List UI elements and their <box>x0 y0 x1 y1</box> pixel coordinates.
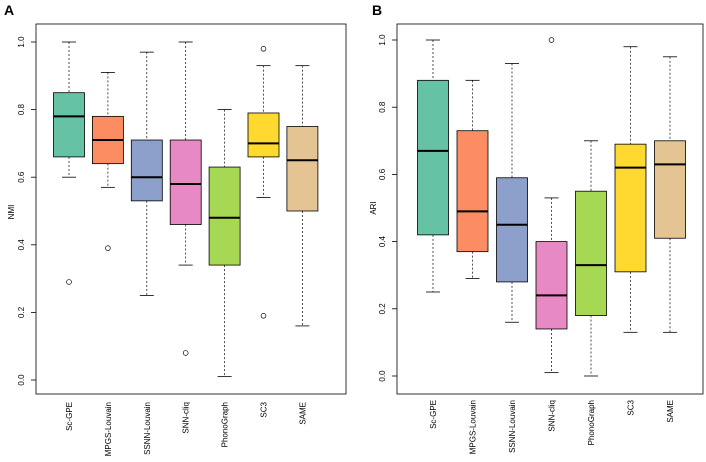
y-tick-label-a-0: 0.0 <box>17 374 26 386</box>
box-body <box>496 177 528 283</box>
category-label-b-5: SC3 <box>627 399 636 415</box>
box-b-3 <box>535 37 568 374</box>
box-b-2 <box>496 63 528 323</box>
box-body <box>575 190 607 316</box>
box-body <box>614 143 647 273</box>
box-body <box>53 92 85 158</box>
box-body <box>247 112 280 158</box>
category-label-a-5: SC3 <box>260 401 269 417</box>
outlier-point-0 <box>105 245 111 251</box>
y-tick-label-a-1: 0.2 <box>17 306 26 318</box>
y-ticks-b: 0.0 0.2 0.4 0.6 0.8 1.0 <box>378 34 397 382</box>
boxes-a <box>53 41 319 378</box>
category-labels-a: Sc-GPE MPGS-Louvain SSNN-Louvain SNN-cliq Ph… <box>65 401 307 456</box>
category-label-b-2: SSNN-Louvain <box>508 400 517 453</box>
outlier-point-1 <box>260 313 267 319</box>
box-body <box>654 140 686 239</box>
outlier-point-0 <box>66 279 72 285</box>
panel-a: A NMI 0.0 0.2 0.4 0.6 0.8 1.0 Sc-GPE MPGS-Louv… <box>4 2 347 456</box>
y-tick-label-b-3: 0.6 <box>378 168 387 180</box>
panel-label-b: B <box>372 2 382 18</box>
y-tick-label-b-4: 0.8 <box>378 101 387 113</box>
outlier-point-0 <box>548 37 555 43</box>
y-tick-label-a-3: 0.6 <box>17 171 26 183</box>
y-ticks-a: 0.0 0.2 0.4 0.6 0.8 1.0 <box>17 36 36 386</box>
box-b-0 <box>417 39 449 293</box>
box-a-4 <box>208 109 241 378</box>
category-label-a-1: MPGS-Louvain <box>104 402 113 456</box>
category-label-b-0: Sc-GPE <box>429 400 438 429</box>
category-label-a-4: PhonoGraph <box>221 402 230 447</box>
panel-b: B ARI 0.0 0.2 0.4 0.6 0.8 1.0 Sc-GPE MPGS-Louv… <box>369 2 704 454</box>
y-axis-label-a: NMI <box>7 205 16 220</box>
panel-label-a: A <box>4 2 14 18</box>
boxes-b <box>417 37 686 377</box>
category-labels-b: Sc-GPE MPGS-Louvain SSNN-Louvain SNN-cliq Ph… <box>429 399 675 454</box>
category-label-b-6: SAME <box>666 400 675 423</box>
box-b-1 <box>456 79 489 279</box>
y-tick-label-b-0: 0.0 <box>378 370 387 382</box>
plot-frame-a <box>35 23 347 395</box>
plot-frame-b <box>396 23 704 395</box>
category-label-b-3: SNN-cliq <box>548 400 557 432</box>
outlier-point-0 <box>260 46 267 52</box>
box-a-0 <box>53 41 85 285</box>
box-body <box>130 139 163 202</box>
box-body <box>286 126 319 212</box>
category-label-a-0: Sc-GPE <box>65 402 74 431</box>
box-a-2 <box>130 51 163 296</box>
box-b-5 <box>614 46 647 333</box>
box-b-6 <box>654 56 686 333</box>
category-label-b-4: PhonoGraph <box>587 400 596 445</box>
box-body <box>169 139 202 225</box>
y-tick-label-b-5: 1.0 <box>378 34 387 46</box>
category-label-a-2: SSNN-Louvain <box>143 402 152 455</box>
y-tick-label-a-2: 0.4 <box>17 239 26 251</box>
outlier-point-0 <box>182 350 189 356</box>
y-tick-label-b-2: 0.4 <box>378 235 387 247</box>
box-a-3 <box>169 41 202 356</box>
box-body <box>208 166 241 266</box>
box-a-5 <box>247 46 280 319</box>
box-a-6 <box>286 65 319 327</box>
y-tick-label-a-4: 0.8 <box>17 103 26 115</box>
box-body <box>417 79 449 236</box>
y-axis-label-b: ARI <box>369 201 378 214</box>
box-b-4 <box>575 140 607 377</box>
y-tick-label-b-1: 0.2 <box>378 303 387 315</box>
box-a-1 <box>92 72 124 251</box>
box-body <box>535 241 568 330</box>
category-label-a-6: SAME <box>298 402 307 425</box>
category-label-b-1: MPGS-Louvain <box>469 400 478 454</box>
category-label-a-3: SNN-cliq <box>182 402 191 434</box>
y-tick-label-a-5: 1.0 <box>17 36 26 48</box>
box-body <box>456 130 489 253</box>
